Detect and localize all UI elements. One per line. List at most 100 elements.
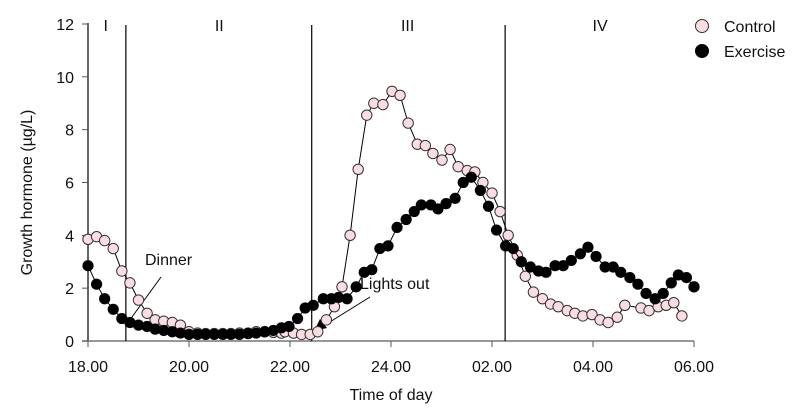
data-point [116, 265, 128, 277]
data-point [350, 281, 362, 293]
data-point [619, 299, 631, 312]
data-point [141, 307, 153, 319]
data-point [366, 264, 378, 276]
axes: 0 2 4 6 8 10 12 18.00 20.00 22.00 24.00 02.00 04.00 0… [19, 17, 714, 404]
legend: Control Exercise [695, 19, 785, 61]
data-point [590, 250, 602, 263]
data-point [440, 198, 452, 210]
phase-dividers: I II III IV [103, 18, 608, 341]
data-point [124, 277, 136, 289]
series-exercise [82, 171, 700, 340]
data-point [515, 256, 527, 268]
series-control [82, 85, 688, 341]
data-point [132, 294, 145, 306]
y-tick-label: 0 [65, 334, 74, 351]
data-point [649, 293, 661, 305]
y-tick-label: 4 [65, 228, 74, 245]
legend-label-exercise: Exercise [724, 44, 785, 61]
data-point [391, 221, 403, 234]
data-point [283, 320, 295, 333]
data-point [624, 271, 636, 284]
legend-label-control: Control [724, 19, 776, 36]
data-point [632, 278, 644, 290]
series-line [87, 90, 683, 335]
data-point [574, 248, 586, 260]
data-point [668, 296, 680, 309]
data-point [474, 184, 486, 197]
data-point [465, 171, 477, 183]
phase-label: I [103, 18, 107, 35]
dinner-pointer-line [130, 276, 162, 319]
data-point [107, 303, 119, 315]
legend-marker-exercise [695, 44, 709, 58]
data-point [408, 205, 420, 218]
y-tick-label: 8 [65, 123, 74, 140]
data-point [676, 310, 688, 322]
data-point [519, 270, 532, 282]
x-tick-label: 04.00 [573, 359, 613, 376]
data-point [640, 287, 652, 300]
data-point [565, 254, 577, 267]
data-point [527, 286, 540, 298]
phase-label: III [401, 18, 414, 35]
data-point [494, 205, 506, 218]
data-point [320, 314, 333, 326]
data-point [449, 192, 461, 204]
data-point [582, 241, 594, 253]
x-axis-title: Time of day [350, 387, 433, 404]
data-point [680, 271, 693, 284]
data-point [657, 287, 669, 300]
data-point [419, 139, 432, 152]
data-point [82, 260, 94, 272]
data-point [107, 242, 119, 255]
data-point [615, 266, 627, 278]
data-point [98, 234, 111, 247]
legend-marker-control [695, 19, 709, 33]
x-tick-label: 18.00 [68, 359, 108, 376]
data-point [400, 213, 412, 226]
phase-label: II [215, 18, 224, 35]
data-point [382, 240, 394, 252]
data-point [688, 281, 700, 293]
data-point [482, 200, 495, 212]
data-point [557, 260, 569, 272]
x-tick-label: 06.00 [674, 359, 714, 376]
data-point [444, 143, 456, 156]
y-tick-label: 12 [56, 17, 74, 34]
data-point [507, 242, 519, 255]
data-point [394, 89, 406, 102]
data-series [82, 85, 700, 341]
data-point [427, 147, 439, 160]
data-point [90, 278, 103, 290]
data-point [352, 163, 364, 175]
data-point [540, 266, 552, 278]
data-point [291, 312, 304, 325]
data-point [432, 203, 444, 215]
lights-out-arrow-line [324, 296, 371, 326]
annotation-dinner: Dinner [145, 252, 193, 269]
y-tick-label: 10 [56, 70, 74, 87]
data-point [457, 176, 469, 189]
data-point [361, 109, 373, 121]
data-point [307, 299, 319, 311]
data-point [336, 281, 348, 293]
data-point [611, 311, 623, 323]
data-point [377, 98, 389, 111]
data-point [415, 199, 427, 211]
data-point [312, 326, 324, 338]
data-point [99, 293, 111, 305]
y-axis-title: Growth hormone (µg/L) [19, 110, 36, 276]
data-point [536, 293, 549, 305]
data-point [436, 154, 448, 166]
data-point [402, 117, 414, 129]
data-point [586, 308, 598, 321]
data-point [486, 187, 498, 199]
annotation-lights-out: Lights out [360, 276, 430, 293]
data-point [665, 277, 677, 289]
x-tick-label: 20.00 [169, 359, 209, 376]
data-point [490, 224, 503, 236]
x-tick-label: 24.00 [371, 359, 411, 376]
y-tick-label: 6 [65, 176, 74, 193]
data-point [341, 293, 353, 305]
